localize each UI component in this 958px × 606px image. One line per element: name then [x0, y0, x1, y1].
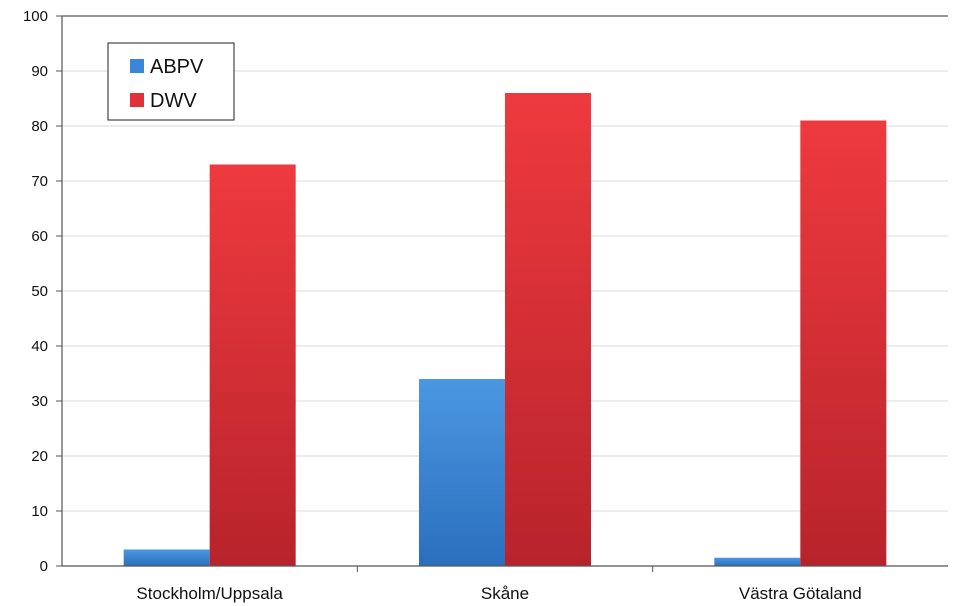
bar-dwv-1 [505, 93, 591, 566]
y-tick-label: 30 [31, 393, 48, 410]
y-tick-label: 50 [31, 283, 48, 300]
y-tick-label: 90 [31, 63, 48, 80]
bar-abpv-0 [123, 549, 210, 566]
legend-label-abpv: ABPV [150, 56, 204, 78]
x-tick-label: Skåne [481, 584, 529, 603]
legend-box [107, 42, 235, 121]
y-tick-label: 10 [31, 503, 48, 520]
y-tick-label: 20 [31, 448, 48, 465]
y-tick-label: 70 [31, 173, 48, 190]
y-tick-label: 100 [23, 8, 48, 25]
y-axis-ticks: 0 10 20 30 40 50 60 70 80 90 100 [23, 8, 48, 575]
legend-swatch-dwv [130, 93, 144, 107]
legend-label-dwv: DWV [150, 90, 197, 112]
legend-swatch-abpv [130, 59, 144, 73]
bar-dwv-0 [209, 164, 296, 566]
bar-abpv-1 [419, 379, 505, 566]
y-tick-label: 40 [31, 338, 48, 355]
y-tick-label: 80 [31, 118, 48, 135]
y-tick-label: 60 [31, 228, 48, 245]
y-tick-label: 0 [40, 558, 48, 575]
legend: ABPV DWV [107, 42, 235, 121]
x-axis-ticks: Stockholm/Uppsala Skåne Västra Götaland [136, 584, 861, 603]
x-tick-label: Västra Götaland [739, 584, 862, 603]
bars [123, 93, 887, 566]
bar-abpv-2 [714, 557, 801, 566]
x-tick-label: Stockholm/Uppsala [136, 584, 283, 603]
axes [56, 15, 948, 572]
bar-dwv-2 [800, 120, 887, 566]
